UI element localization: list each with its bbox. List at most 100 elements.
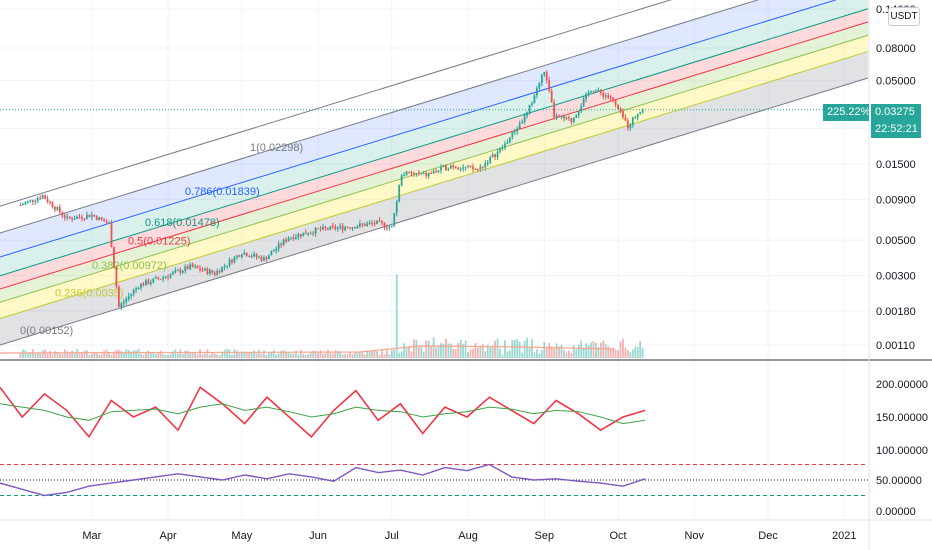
candle-body [617,104,619,110]
x-tick-label: May [231,530,252,542]
volume-bar [304,354,307,358]
volume-bar [31,349,34,358]
candle-body [373,223,376,225]
volume-bar [292,353,295,358]
volume-bar [550,346,553,358]
volume-bar [226,349,228,358]
candle-body [113,247,115,268]
candle-body [122,301,125,304]
volume-bar [218,354,221,358]
candle-body [309,233,312,235]
volume-bar [553,347,556,358]
candle-body [287,238,290,242]
volume-bar [216,354,219,358]
volume-bar [585,343,587,358]
currency-badge[interactable]: USDT [888,7,920,26]
candle-body [528,104,531,113]
oscillator-pane [0,386,646,439]
candle-body [491,154,494,158]
volume-bar [501,354,504,358]
volume-bar [34,353,37,358]
y-tick-label: 0.05000 [876,76,916,88]
volume-bar [592,341,595,358]
volume-bar [376,351,378,358]
volume-bar [430,345,433,358]
volume-bar [420,346,423,358]
candle-body [93,214,96,217]
volume-bar [287,352,290,358]
x-tick-label: Oct [609,530,626,542]
volume-bar [194,351,196,358]
candle-body [297,234,300,237]
candle-body [508,137,511,143]
volume-bar [231,354,233,358]
candle-body [78,216,81,218]
volume-bar [61,354,64,358]
volume-bar [322,353,324,358]
candle-body [376,220,378,224]
grid [0,0,868,520]
candle-body [476,169,479,171]
volume-bar [336,350,339,358]
volume-bar [140,353,142,358]
volume-bar [122,352,125,358]
last-price-tag: 0.03275 [871,104,921,121]
candle-body [76,216,78,219]
candle-body [454,167,457,169]
volume-bar [221,353,224,358]
volume-bar [46,353,49,358]
volume-bar [88,354,91,358]
x-tick-label: Apr [159,530,176,542]
x-tick-label: Nov [684,530,704,542]
candle-body [132,289,135,294]
volume-bar [499,348,501,358]
volume-bar [356,351,359,358]
x-tick-label: Aug [458,530,478,542]
candle-body [137,287,140,289]
y-tick-label: 0.01500 [876,159,916,171]
volume-bar [66,351,69,358]
candle-body [302,232,305,237]
x-tick-label: Sep [534,530,554,542]
volume-bar [442,343,445,358]
candle-body [34,200,37,202]
volume-bar [570,353,573,358]
volume-bar [393,349,396,358]
candle-body [314,227,317,234]
candle-body [145,280,147,286]
candle-body [590,91,592,93]
candle-body [619,109,622,112]
change-percent-tag: 225.22% [823,104,870,121]
candle-body [449,165,452,169]
volume-bar [386,350,388,358]
fib-outer-line [0,0,672,207]
volume-bar [548,342,551,358]
volume-bar [154,354,157,358]
volume-bar [371,350,374,358]
candle-body [22,204,24,206]
candle-body [181,270,184,273]
candle-body [204,268,206,271]
candle-body [481,166,484,168]
candle-body [228,259,231,266]
candle-body [516,128,519,132]
volume-bar [206,349,209,358]
volume-bar [179,349,182,358]
candle-body [336,227,339,229]
volume-bar [378,354,381,358]
candle-body [285,239,287,242]
volume-bar [174,349,177,358]
candle-body [253,253,256,257]
candle-body [19,204,22,206]
volume-bar [164,354,167,358]
candle-body [307,233,310,235]
volume-bar [494,340,496,358]
candle-body [452,165,455,168]
candle-body [381,221,383,223]
candle-body [223,265,226,267]
volume-bar [115,349,118,358]
candle-body [545,71,548,81]
oscillator-line [0,386,646,439]
volume-bar [199,349,201,358]
